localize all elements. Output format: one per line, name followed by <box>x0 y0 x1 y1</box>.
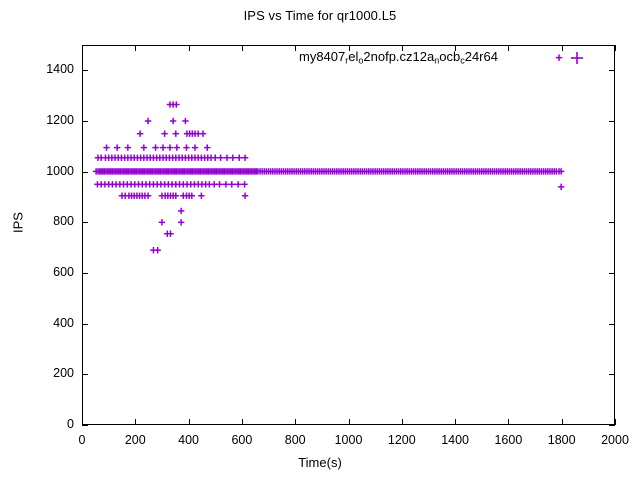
x-tick-mark <box>455 419 457 425</box>
y-tick-mark-right <box>609 121 615 122</box>
y-tick-mark <box>82 171 88 173</box>
legend-text: ocb <box>439 49 461 64</box>
x-tick-mark-top <box>348 45 350 51</box>
x-tick-label: 800 <box>284 433 306 447</box>
x-tick-label: 0 <box>78 433 86 447</box>
chart-title: IPS vs Time for qr1000.L5 <box>243 8 397 23</box>
x-tick-mark-top <box>401 45 403 51</box>
legend-text: my8407 <box>299 49 346 64</box>
x-tick-mark <box>615 419 616 425</box>
y-tick-label: 800 <box>53 214 74 229</box>
y-tick-label: 1400 <box>46 62 74 77</box>
y-tick-mark-right <box>609 222 615 224</box>
x-tick-mark <box>295 419 297 425</box>
y-tick-mark <box>82 121 88 122</box>
x-tick-mark <box>508 419 510 425</box>
y-tick-label: 1200 <box>46 113 74 127</box>
legend-subscript: n <box>434 55 440 66</box>
plot-frame <box>82 45 615 425</box>
y-tick-mark <box>82 70 88 72</box>
legend-marker-plus-icon <box>571 52 583 64</box>
x-tick-label: 1600 <box>494 433 523 447</box>
x-tick-mark <box>348 419 350 425</box>
x-tick-mark-top <box>455 45 457 51</box>
legend-text: 24r64 <box>464 49 498 64</box>
y-tick-label: 200 <box>53 366 74 381</box>
x-tick-mark-top <box>82 45 83 51</box>
legend-text: el <box>348 49 359 64</box>
y-tick-mark-right <box>609 273 615 274</box>
legend-subscript: c <box>460 55 465 66</box>
y-tick-label: 400 <box>53 315 74 330</box>
legend-label: my8407relo2nofp.cz12anocbc24r64 <box>299 49 498 65</box>
x-tick-label: 200 <box>124 433 146 447</box>
x-tick-mark <box>188 419 190 425</box>
y-tick-mark-right <box>609 70 615 72</box>
x-tick-label: 400 <box>178 433 200 447</box>
x-tick-mark-top <box>188 45 190 51</box>
y-tick-mark-right <box>609 323 615 325</box>
legend-subscript: o <box>358 55 364 66</box>
x-tick-mark <box>135 419 137 425</box>
x-tick-label: 1800 <box>547 433 576 447</box>
x-tick-mark <box>241 419 243 425</box>
x-tick-mark <box>401 419 403 425</box>
y-tick-mark <box>82 222 88 224</box>
x-tick-label: 2000 <box>601 433 629 447</box>
y-tick-mark-right <box>609 171 615 173</box>
x-tick-mark-top <box>241 45 243 51</box>
x-tick-mark <box>561 419 563 425</box>
x-tick-mark-top <box>135 45 137 51</box>
x-tick-mark-top <box>615 45 616 51</box>
x-tick-label: 1400 <box>441 433 469 447</box>
y-tick-mark-right <box>609 374 615 376</box>
y-tick-mark <box>82 273 88 274</box>
legend-subscript: r <box>345 55 349 66</box>
x-tick-mark-top <box>561 45 563 51</box>
y-tick-label: 600 <box>53 265 74 279</box>
y-tick-mark <box>82 425 88 426</box>
x-tick-label: 1000 <box>334 433 363 447</box>
y-tick-mark-right <box>609 425 615 426</box>
x-axis-label: Time(s) <box>298 455 342 470</box>
x-tick-label: 1200 <box>387 433 416 447</box>
y-tick-label: 1000 <box>46 163 74 178</box>
y-tick-mark <box>82 323 88 325</box>
x-tick-label: 600 <box>231 433 253 447</box>
y-tick-label: 0 <box>67 417 74 431</box>
x-tick-mark-top <box>295 45 297 51</box>
y-tick-mark <box>82 374 88 376</box>
x-tick-mark <box>82 419 83 425</box>
x-tick-mark-top <box>508 45 510 51</box>
legend-text: 2nofp.cz12a <box>363 49 435 64</box>
